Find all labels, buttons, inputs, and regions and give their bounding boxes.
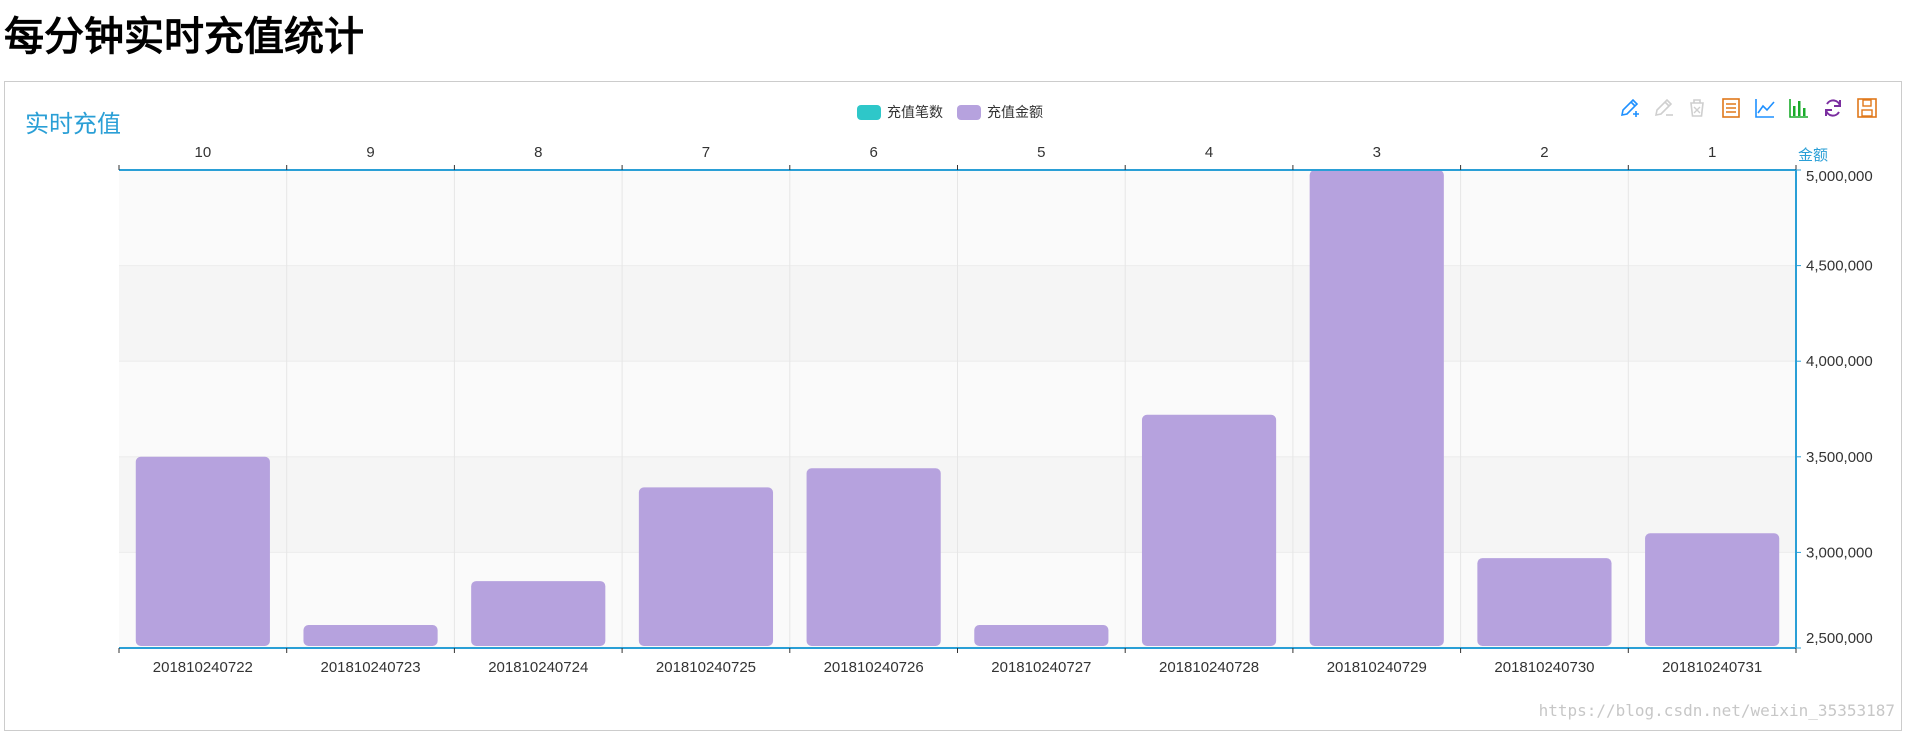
x-top-tick-label: 4 xyxy=(1205,144,1213,161)
y-tick-label: 3,000,000 xyxy=(1806,544,1873,561)
x-top-tick-label: 1 xyxy=(1708,144,1716,161)
bar[interactable] xyxy=(1141,414,1277,646)
legend: 充值笔数 充值金额 xyxy=(857,102,1043,122)
chart-title: 实时充值 xyxy=(25,110,121,138)
page-title: 每分钟实时充值统计 xyxy=(4,14,364,60)
legend-item-count[interactable]: 充值笔数 xyxy=(857,102,943,122)
watermark: https://blog.csdn.net/weixin_35353187 xyxy=(1538,701,1895,720)
bar[interactable] xyxy=(1309,170,1444,646)
x-top-tick-label: 2 xyxy=(1540,144,1548,161)
x-top-tick-label: 6 xyxy=(869,144,877,161)
y-tick-label: 3,500,000 xyxy=(1806,449,1873,466)
mark-undo-icon[interactable] xyxy=(1651,96,1675,120)
bar-chart-icon[interactable] xyxy=(1787,96,1811,120)
bar[interactable] xyxy=(1645,533,1780,646)
chart-panel: 201810240722 201810240723 201810240724 2018… xyxy=(4,81,1902,731)
mark-clear-icon[interactable] xyxy=(1685,96,1709,120)
x-tick-label: 201810240729 xyxy=(1327,659,1427,676)
bar[interactable] xyxy=(1477,558,1612,646)
y-tick-label: 4,500,000 xyxy=(1806,258,1873,275)
x-top-tick-label: 3 xyxy=(1373,144,1381,161)
x-top-tick-label: 10 xyxy=(195,144,212,161)
x-tick-label: 201810240723 xyxy=(320,659,420,676)
legend-swatch-count xyxy=(857,104,881,120)
toolbox xyxy=(1617,96,1879,120)
x-tick-label: 201810240726 xyxy=(824,659,924,676)
x-top-tick-label: 5 xyxy=(1037,144,1045,161)
chart-area: 201810240722 201810240723 201810240724 2018… xyxy=(118,144,1873,676)
legend-label-amount: 充值金额 xyxy=(987,104,1043,120)
bar[interactable] xyxy=(638,487,774,646)
x-top-tick-label: 9 xyxy=(366,144,374,161)
y-tick-label: 5,000,000 xyxy=(1806,168,1873,185)
y-axis-label: 金额 xyxy=(1798,146,1828,164)
legend-label-count: 充值笔数 xyxy=(887,104,943,120)
y-tick-label: 4,000,000 xyxy=(1806,353,1873,370)
line-chart-icon[interactable] xyxy=(1753,96,1777,120)
bar[interactable] xyxy=(806,468,941,646)
refresh-icon[interactable] xyxy=(1821,96,1845,120)
bar[interactable] xyxy=(471,581,606,646)
bar[interactable] xyxy=(135,456,270,646)
bar[interactable] xyxy=(303,625,438,646)
x-tick-label: 201810240724 xyxy=(488,659,588,676)
legend-swatch-amount xyxy=(957,104,981,120)
legend-item-amount[interactable]: 充值金额 xyxy=(957,102,1043,122)
save-image-icon[interactable] xyxy=(1855,96,1879,120)
x-tick-label: 201810240725 xyxy=(656,659,756,676)
x-top-tick-label: 7 xyxy=(702,144,710,161)
y-tick-label: 2,500,000 xyxy=(1806,630,1873,647)
mark-pen-icon[interactable] xyxy=(1617,96,1641,120)
x-tick-label: 201810240727 xyxy=(991,659,1091,676)
x-tick-label: 201810240730 xyxy=(1494,659,1594,676)
x-tick-label: 201810240731 xyxy=(1662,659,1762,676)
bar[interactable] xyxy=(974,625,1109,646)
data-view-icon[interactable] xyxy=(1719,96,1743,120)
x-tick-label: 201810240728 xyxy=(1159,659,1259,676)
x-tick-label: 201810240722 xyxy=(153,659,253,676)
x-top-tick-label: 8 xyxy=(534,144,542,161)
